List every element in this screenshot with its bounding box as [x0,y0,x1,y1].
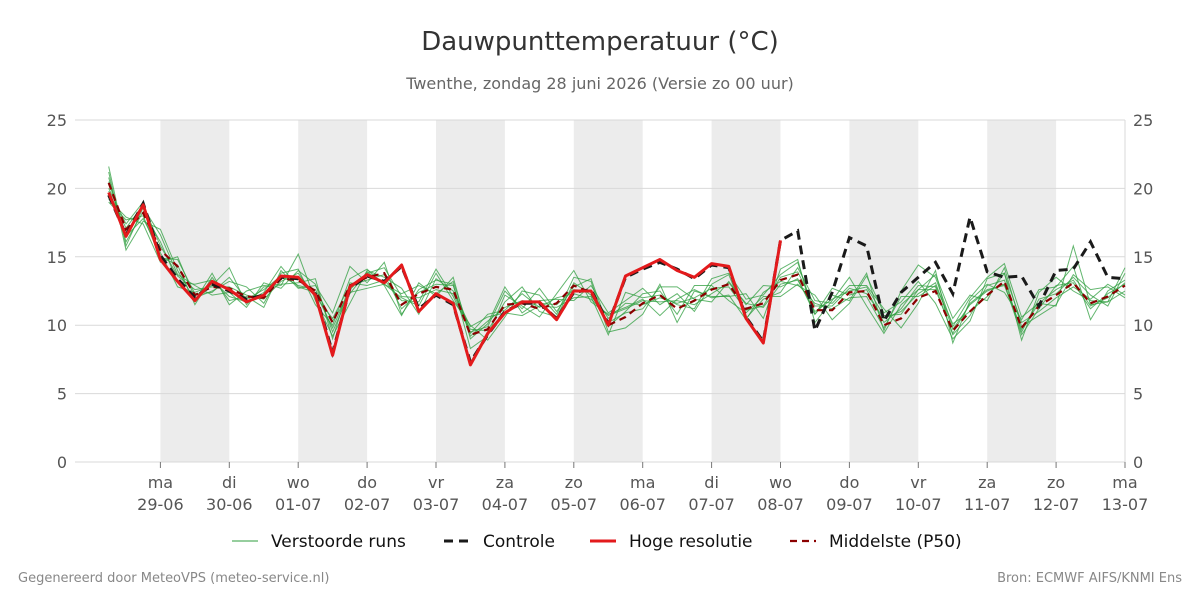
x-tick-date: 09-07 [826,495,873,514]
ensemble-runs [108,166,1126,350]
high-res-line [107,191,782,367]
x-tick-day: ma [630,473,655,492]
legend-label: Hoge resolutie [629,532,753,552]
ensemble-run-line [108,177,1126,336]
y-axis-left: 0 5 10 15 20 25 [47,111,67,472]
x-tick-day: di [704,473,719,492]
x-tick-date: 10-07 [895,495,942,514]
y-tick-label-left: 5 [57,385,67,404]
day-band [436,120,505,462]
y-tick-label-right: 5 [1133,385,1143,404]
x-axis: ma 29-06 di 30-06 wo 01-07 do 02-07 vr 03-07 za 04-… [137,462,1148,514]
x-tick-date: 06-07 [619,495,666,514]
ensemble-run-line [108,166,1126,341]
x-tick-day: vr [910,473,926,492]
legend-label: Controle [483,532,555,552]
x-tick-date: 29-06 [137,495,184,514]
grid-lines [75,119,1126,463]
y-tick-label-right: 20 [1133,179,1153,198]
y-tick-label-left: 25 [47,111,67,130]
x-tick-day: ma [1112,473,1137,492]
legend-label: Verstoorde runs [271,532,406,552]
ensemble-run-line [108,171,1126,341]
y-tick-label-left: 10 [47,316,67,335]
legend: Verstoorde runs Controle Hoge resolutie Mid… [232,532,962,552]
y-tick-label-right: 10 [1133,316,1153,335]
main-series [107,182,1126,367]
x-tick-day: zo [565,473,583,492]
x-tick-date: 04-07 [482,495,529,514]
x-tick-date: 08-07 [757,495,804,514]
x-tick-day: ma [148,473,173,492]
y-tick-label-left: 15 [47,248,67,267]
x-tick-date: 11-07 [964,495,1011,514]
y-axis-right: 0 5 10 15 20 25 [1133,111,1153,472]
legend-label: Middelste (P50) [829,532,962,552]
chart-subtitle: Twenthe, zondag 28 juni 2026 (Versie zo … [405,74,794,93]
weekend-bands [160,120,1057,462]
x-tick-day: wo [769,473,792,492]
y-tick-label-right: 0 [1133,453,1143,472]
x-tick-date: 30-06 [206,495,253,514]
x-tick-date: 01-07 [275,495,322,514]
day-band [160,120,230,462]
day-band [711,120,781,462]
x-tick-date: 13-07 [1102,495,1149,514]
x-tick-day: do [357,473,377,492]
footer-generator: Gegenereerd door MeteoVPS (meteo-service… [18,571,330,586]
chart-title: Dauwpunttemperatuur (°C) [421,27,779,57]
footer-source: Bron: ECMWF AIFS/KNMI Ens [997,571,1182,586]
x-tick-day: za [496,473,514,492]
x-tick-date: 12-07 [1033,495,1080,514]
x-tick-date: 07-07 [688,495,735,514]
x-tick-date: 03-07 [413,495,460,514]
x-tick-day: wo [287,473,310,492]
x-tick-day: do [839,473,859,492]
x-tick-day: vr [428,473,444,492]
y-tick-label-right: 25 [1133,111,1153,130]
y-tick-label-right: 15 [1133,248,1153,267]
y-tick-label-left: 0 [57,453,67,472]
y-tick-label-left: 20 [47,179,67,198]
x-tick-day: zo [1047,473,1065,492]
x-tick-day: za [978,473,996,492]
x-tick-date: 05-07 [551,495,598,514]
x-tick-date: 02-07 [344,495,391,514]
x-tick-day: di [222,473,237,492]
